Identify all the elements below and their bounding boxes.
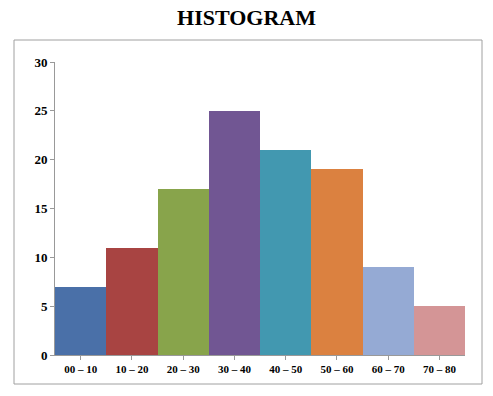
svg-text:70 – 80: 70 – 80	[423, 363, 457, 375]
svg-text:25: 25	[34, 103, 48, 118]
svg-text:00 – 10: 00 – 10	[64, 363, 98, 375]
svg-text:15: 15	[34, 201, 48, 216]
svg-text:30: 30	[34, 55, 47, 70]
svg-text:0: 0	[41, 348, 48, 363]
svg-text:5: 5	[41, 299, 48, 314]
svg-text:20 – 30: 20 – 30	[167, 363, 201, 375]
svg-text:10 – 20: 10 – 20	[115, 363, 149, 375]
svg-text:20: 20	[34, 152, 47, 167]
svg-text:60 – 70: 60 – 70	[372, 363, 406, 375]
svg-text:30 – 40: 30 – 40	[218, 363, 252, 375]
svg-text:50 – 60: 50 – 60	[320, 363, 354, 375]
svg-text:HISTOGRAM: HISTOGRAM	[177, 5, 316, 30]
svg-text:40 – 50: 40 – 50	[269, 363, 303, 375]
svg-text:10: 10	[34, 250, 47, 265]
